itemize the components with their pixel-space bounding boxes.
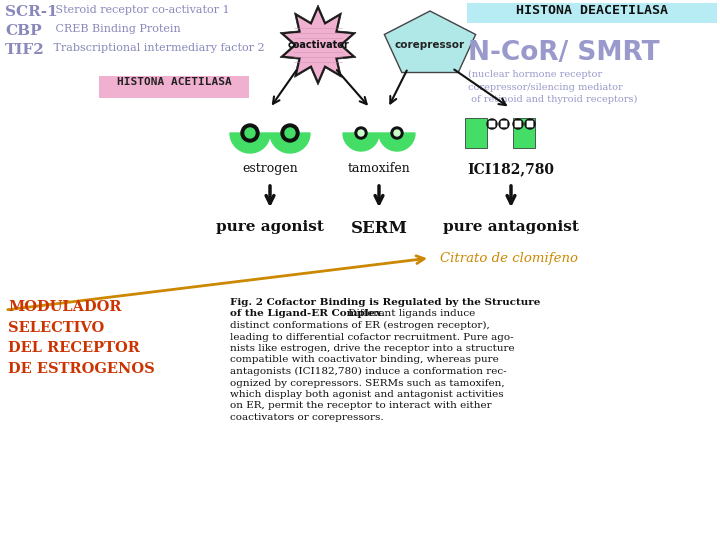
Text: CBP: CBP — [5, 24, 42, 38]
Text: leading to differential cofactor recruitment. Pure ago-: leading to differential cofactor recruit… — [230, 333, 513, 341]
Circle shape — [358, 130, 364, 136]
Circle shape — [519, 123, 521, 125]
Circle shape — [517, 125, 519, 127]
Circle shape — [355, 127, 367, 139]
Text: corepressor: corepressor — [395, 40, 465, 50]
Circle shape — [391, 127, 403, 139]
Text: SCR-1: SCR-1 — [5, 5, 58, 19]
FancyBboxPatch shape — [99, 76, 249, 98]
Text: antagonists (ICI182,780) induce a conformation rec-: antagonists (ICI182,780) induce a confor… — [230, 367, 507, 376]
Text: MODULADOR
SELECTIVO
DEL RECEPTOR
DE ESTROGENOS: MODULADOR SELECTIVO DEL RECEPTOR DE ESTR… — [8, 300, 155, 376]
Circle shape — [513, 119, 523, 129]
Circle shape — [501, 125, 503, 127]
Circle shape — [517, 121, 519, 123]
Text: Citrato de clomifeno: Citrato de clomifeno — [440, 252, 578, 265]
Circle shape — [531, 125, 533, 127]
Circle shape — [489, 123, 491, 125]
Text: TIF2: TIF2 — [5, 43, 45, 57]
Text: on ER, permit the receptor to interact with either: on ER, permit the receptor to interact w… — [230, 402, 492, 410]
FancyBboxPatch shape — [513, 118, 535, 148]
Text: CREB Binding Protein: CREB Binding Protein — [45, 24, 181, 34]
Circle shape — [525, 119, 535, 129]
Text: which display both agonist and antagonist activities: which display both agonist and antagonis… — [230, 390, 503, 399]
Text: HISTONA DEACETILASA: HISTONA DEACETILASA — [516, 4, 668, 17]
Polygon shape — [230, 133, 270, 153]
Circle shape — [499, 119, 509, 129]
Text: HISTONA ACETILASA: HISTONA ACETILASA — [117, 77, 231, 87]
Text: estrogen: estrogen — [242, 162, 298, 175]
Circle shape — [281, 124, 299, 142]
Circle shape — [519, 125, 521, 127]
Circle shape — [241, 124, 259, 142]
Circle shape — [527, 123, 528, 125]
Text: coactivators or corepressors.: coactivators or corepressors. — [230, 413, 384, 422]
Text: SERM: SERM — [351, 220, 408, 237]
Circle shape — [517, 123, 519, 125]
Circle shape — [516, 125, 517, 127]
Circle shape — [527, 121, 528, 123]
Text: nists like estrogen, drive the receptor into a structure: nists like estrogen, drive the receptor … — [230, 344, 515, 353]
Polygon shape — [384, 11, 476, 72]
Polygon shape — [280, 5, 356, 85]
Text: Fig. 2 Cofactor Binding is Regulated by the Structure: Fig. 2 Cofactor Binding is Regulated by … — [230, 298, 541, 307]
Text: ognized by corepressors. SERMs such as tamoxifen,: ognized by corepressors. SERMs such as t… — [230, 379, 505, 388]
Circle shape — [519, 121, 521, 123]
Circle shape — [491, 125, 492, 127]
Text: pure agonist: pure agonist — [216, 220, 324, 234]
Circle shape — [487, 119, 497, 129]
Circle shape — [489, 125, 491, 127]
Circle shape — [394, 130, 400, 136]
Circle shape — [501, 123, 503, 125]
FancyBboxPatch shape — [465, 118, 487, 148]
Text: distinct conformations of ER (estrogen receptor),: distinct conformations of ER (estrogen r… — [230, 321, 490, 330]
Circle shape — [529, 123, 531, 125]
Polygon shape — [379, 133, 415, 151]
Text: coactivator: coactivator — [287, 40, 349, 50]
FancyBboxPatch shape — [467, 3, 717, 23]
Text: compatible with coactivator binding, whereas pure: compatible with coactivator binding, whe… — [230, 355, 499, 364]
Circle shape — [505, 125, 507, 127]
Text: (nuclear hormone receptor
corepressor/silencing mediator
 of retinoid and thyroi: (nuclear hormone receptor corepressor/si… — [468, 70, 637, 104]
Polygon shape — [343, 133, 379, 151]
Polygon shape — [270, 133, 310, 153]
Polygon shape — [284, 10, 351, 80]
Circle shape — [503, 121, 505, 123]
Circle shape — [489, 121, 491, 123]
Circle shape — [527, 125, 528, 127]
Circle shape — [505, 123, 507, 125]
Circle shape — [516, 121, 517, 123]
Circle shape — [503, 123, 505, 125]
Circle shape — [531, 121, 533, 123]
Circle shape — [245, 128, 255, 138]
Text: Steroid receptor co-activator 1: Steroid receptor co-activator 1 — [52, 5, 230, 15]
Circle shape — [529, 125, 531, 127]
Circle shape — [491, 121, 492, 123]
Circle shape — [516, 123, 517, 125]
Text: pure antagonist: pure antagonist — [443, 220, 579, 234]
Circle shape — [493, 125, 495, 127]
Circle shape — [491, 123, 492, 125]
Circle shape — [493, 123, 495, 125]
Circle shape — [529, 121, 531, 123]
Circle shape — [505, 121, 507, 123]
Text: of the Ligand-ER Complex.: of the Ligand-ER Complex. — [230, 309, 385, 319]
Text: tamoxifen: tamoxifen — [348, 162, 410, 175]
Circle shape — [285, 128, 295, 138]
Circle shape — [531, 123, 533, 125]
Text: ICI182,780: ICI182,780 — [467, 162, 554, 176]
Circle shape — [493, 121, 495, 123]
Text: N-CoR/ SMRT: N-CoR/ SMRT — [468, 40, 660, 66]
Text: Different ligands induce: Different ligands induce — [345, 309, 475, 319]
Circle shape — [501, 121, 503, 123]
Text: Trabscriptional intermediary factor 2: Trabscriptional intermediary factor 2 — [50, 43, 265, 53]
Circle shape — [503, 125, 505, 127]
